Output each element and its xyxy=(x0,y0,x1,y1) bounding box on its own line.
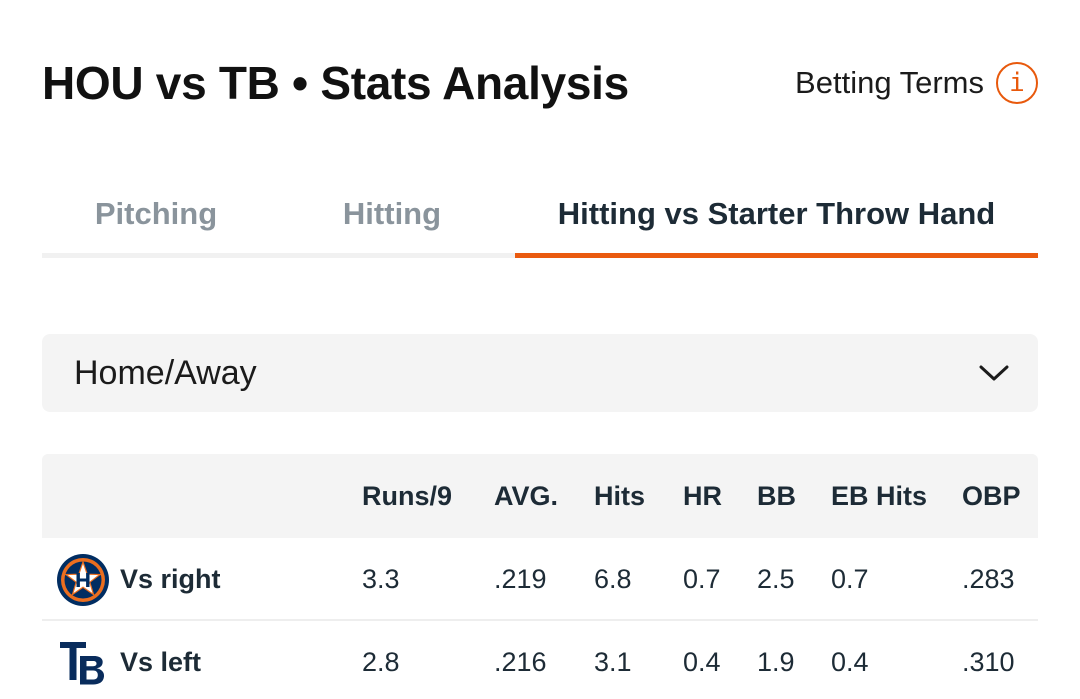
column-header-hr: HR xyxy=(683,480,722,511)
active-tab-indicator xyxy=(515,253,1038,258)
tab-label: Pitching xyxy=(94,196,218,231)
column-header-eb-hits: EB Hits xyxy=(831,480,928,511)
team-cell: Vs right xyxy=(56,538,221,621)
cell-avg: .216 xyxy=(494,647,547,677)
page-header: HOU vs TB • Stats Analysis Betting Terms… xyxy=(42,52,1038,114)
tab-hitting[interactable]: Hitting xyxy=(282,170,502,258)
cell-hr: 0.7 xyxy=(683,564,721,594)
cell-obp: .283 xyxy=(962,564,1015,594)
betting-terms-label: Betting Terms xyxy=(795,65,984,100)
cell-obp: .310 xyxy=(962,647,1015,677)
column-header-runs-per-9: Runs/9 xyxy=(362,480,453,511)
cell-hr: 0.4 xyxy=(683,647,721,677)
table-header: Runs/9 AVG. Hits HR BB EB Hits OBP xyxy=(42,454,1038,538)
chevron-down-icon xyxy=(978,357,1010,389)
tab-hitting-vs-starter-throw-hand[interactable]: Hitting vs Starter Throw Hand xyxy=(515,170,1038,258)
cell-runs-per-9: 3.3 xyxy=(362,564,400,594)
tab-label: Hitting xyxy=(342,196,442,231)
cell-avg: .219 xyxy=(494,564,547,594)
cell-bb: 1.9 xyxy=(757,647,795,677)
cell-bb: 2.5 xyxy=(757,564,795,594)
info-circle-icon[interactable]: i xyxy=(996,62,1038,104)
split-label: Vs right xyxy=(120,564,221,594)
table-row: Vs right 3.3 .219 6.8 0.7 2.5 0.7 .283 xyxy=(42,538,1038,621)
table-row: Vs left 2.8 .216 3.1 0.4 1.9 0.4 .310 xyxy=(42,621,1038,699)
cell-eb-hits: 0.4 xyxy=(831,647,869,677)
info-glyph: i xyxy=(1009,68,1025,98)
column-header-obp: OBP xyxy=(962,480,1021,511)
stats-tabs: Pitching Hitting Hitting vs Starter Thro… xyxy=(42,170,1038,258)
houston-astros-logo xyxy=(56,553,110,607)
column-header-bb: BB xyxy=(757,480,796,511)
split-label: Vs left xyxy=(120,647,202,677)
team-cell: Vs left xyxy=(56,621,201,699)
tampa-bay-rays-logo xyxy=(56,636,110,690)
cell-hits: 6.8 xyxy=(594,564,632,594)
dropdown-selected-value: Home/Away xyxy=(74,353,257,392)
tab-pitching[interactable]: Pitching xyxy=(42,170,270,258)
column-header-avg: AVG. xyxy=(494,480,559,511)
column-header-hits: Hits xyxy=(594,480,646,511)
tab-label: Hitting vs Starter Throw Hand xyxy=(557,196,996,231)
betting-terms-link[interactable]: Betting Terms i xyxy=(795,62,1038,104)
stats-table: Runs/9 AVG. Hits HR BB EB Hits OBP Vs ri… xyxy=(42,454,1038,699)
page-title: HOU vs TB • Stats Analysis xyxy=(42,57,629,109)
cell-eb-hits: 0.7 xyxy=(831,564,869,594)
cell-runs-per-9: 2.8 xyxy=(362,647,400,677)
cell-hits: 3.1 xyxy=(594,647,632,677)
home-away-dropdown[interactable]: Home/Away xyxy=(42,334,1038,412)
